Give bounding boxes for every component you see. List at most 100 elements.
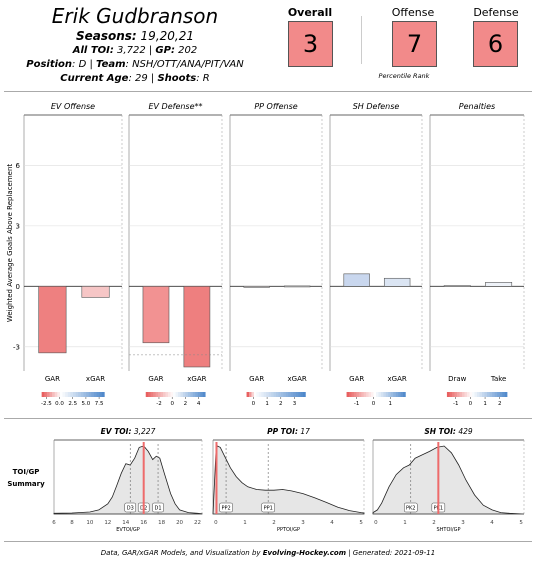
- seasons-label: Seasons:: [75, 29, 137, 43]
- legend-swatch: [402, 392, 406, 397]
- x-tick-label: 1: [403, 520, 407, 526]
- defense-rank-box: 6: [473, 21, 518, 67]
- x-tick-label: 16: [140, 520, 147, 526]
- legend-swatch: [96, 392, 100, 397]
- legend-swatch: [62, 392, 66, 397]
- legend-swatch: [246, 392, 250, 397]
- offense-label: Offense: [391, 6, 435, 19]
- x-tick-label: 5: [519, 520, 523, 526]
- bar-label: GAR: [45, 375, 60, 383]
- marker-label: D1: [155, 506, 162, 512]
- legend-swatch: [145, 392, 149, 397]
- legend-swatch: [298, 392, 301, 397]
- toi-summary-label-2: Summary: [7, 480, 45, 488]
- legend-swatch: [371, 392, 374, 397]
- bar-label: xGAR: [86, 375, 105, 383]
- legend-swatch: [197, 392, 201, 397]
- legend-swatch: [504, 392, 508, 397]
- legend-swatch: [202, 392, 206, 397]
- legend-swatch: [163, 392, 166, 397]
- legend-swatch: [73, 392, 76, 397]
- legend-swatch: [356, 392, 360, 397]
- legend-swatch: [300, 392, 304, 397]
- legend-swatch: [195, 392, 199, 397]
- legend-tick-label: -1: [453, 401, 458, 407]
- legend-swatch: [290, 392, 294, 397]
- legend-swatch: [170, 392, 174, 397]
- x-tick-label: 6: [52, 520, 56, 526]
- legend-swatch: [383, 392, 387, 397]
- gp-label: GP:: [155, 45, 175, 56]
- x-axis-label: PPTOI/GP: [277, 527, 300, 533]
- legend-swatch: [180, 392, 184, 397]
- legend-swatch: [451, 392, 455, 397]
- toi-gp-line: All TOI: 3,722 | GP: 202: [30, 45, 240, 56]
- legend-tick-label: 2: [279, 401, 283, 407]
- legend-tick-label: 0: [252, 401, 256, 407]
- x-tick-label: 4: [490, 520, 494, 526]
- x-tick-label: 8: [70, 520, 74, 526]
- legend-swatch: [59, 392, 63, 397]
- legend-swatch: [363, 392, 367, 397]
- x-tick-label: 22: [194, 520, 201, 526]
- legend-tick-label: 1: [389, 401, 393, 407]
- legend-swatch: [155, 392, 159, 397]
- legend-swatch: [190, 392, 194, 397]
- header-divider: [4, 91, 532, 92]
- x-tick-label: 2: [272, 520, 276, 526]
- bar-gar: [38, 286, 67, 354]
- bar-label: GAR: [249, 375, 264, 383]
- overall-rank-box: 3: [288, 21, 333, 67]
- ranks-divider: [361, 16, 362, 64]
- legend-swatch: [393, 392, 396, 397]
- defense-label: Defense: [473, 6, 519, 19]
- bar-xgar: [81, 286, 110, 298]
- legend-tick-label: -2.5: [41, 401, 52, 407]
- legend-tick-label: 0: [372, 401, 376, 407]
- marker-label: D3: [127, 506, 134, 512]
- age-label: Current Age: [60, 73, 129, 84]
- y-tick-label: 0: [16, 283, 20, 291]
- legend-swatch: [459, 392, 463, 397]
- legend-swatch: [86, 392, 89, 397]
- legend-swatch: [46, 392, 50, 397]
- x-tick-label: 0: [214, 520, 218, 526]
- legend-swatch: [280, 392, 284, 397]
- bar-label: xGAR: [388, 375, 407, 383]
- legend-swatch: [276, 392, 279, 397]
- legend-swatch: [99, 392, 103, 397]
- legend-tick-label: -2: [156, 401, 161, 407]
- legend-swatch: [173, 392, 176, 397]
- team-label: Team: [96, 59, 126, 70]
- marker-box: [261, 502, 275, 513]
- bar-gar: [343, 273, 370, 287]
- toi-value: 3,722 |: [113, 45, 156, 56]
- x-tick-label: 5: [359, 520, 363, 526]
- legend-swatch: [44, 392, 48, 397]
- toi-panel-title: PP TOI: 17: [267, 427, 310, 436]
- density-area: [212, 445, 365, 515]
- legend-swatch: [83, 392, 87, 397]
- legend-tick-label: 0: [170, 401, 174, 407]
- legend-swatch: [449, 392, 453, 397]
- age-value: : 29 |: [128, 73, 158, 84]
- shoots-value: : R: [196, 73, 210, 84]
- y-tick-label: 3: [16, 222, 20, 230]
- toi-title-value: 17: [298, 427, 310, 436]
- legend-swatch: [57, 392, 61, 397]
- percentile-caption: Percentile Rank: [378, 72, 430, 80]
- marker-box: [124, 502, 136, 513]
- footer-brand: Evolving-Hockey.com: [262, 549, 346, 557]
- legend-swatch: [148, 392, 151, 397]
- toi-title-label: SH TOI:: [424, 427, 456, 436]
- legend-swatch: [469, 392, 473, 397]
- gp-value: 202: [174, 45, 198, 56]
- legend-tick-label: 5.0: [82, 401, 91, 407]
- age-shoots-line: Current Age: 29 | Shoots: R: [30, 73, 240, 84]
- toi-title-value: 3,227: [131, 427, 155, 436]
- legend-swatch: [366, 392, 369, 397]
- toi-title-value: 429: [456, 427, 473, 436]
- position-label: Position: [26, 59, 73, 70]
- legend-swatch: [67, 392, 71, 397]
- legend-swatch: [41, 392, 45, 397]
